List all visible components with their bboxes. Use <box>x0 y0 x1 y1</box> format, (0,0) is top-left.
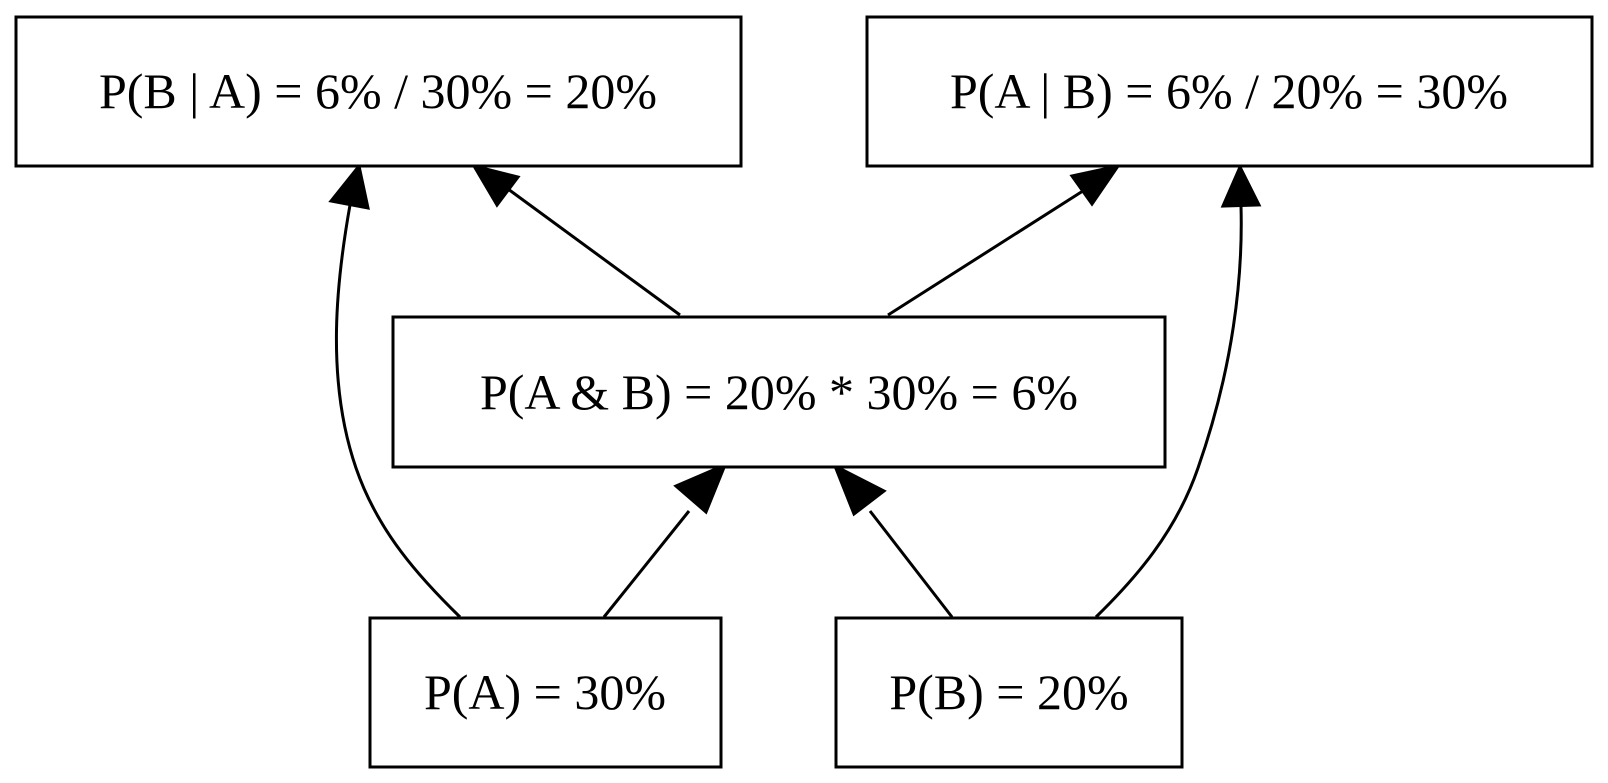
arrow-p-b-to-p-a-given-b <box>1220 163 1262 208</box>
arrow-p-a-and-b-to-p-a-given-b <box>1069 163 1122 207</box>
node-label: P(B) = 20% <box>889 664 1128 720</box>
arrow-p-a-and-b-to-p-b-given-a <box>470 163 521 208</box>
node-box <box>865 15 1594 168</box>
node-p-a-given-b: P(A | B) = 6% / 20% = 30% <box>865 15 1594 168</box>
node-p-b: P(B) = 20% <box>834 616 1184 769</box>
edge-p-a-and-b-to-p-b-given-a <box>507 187 681 317</box>
edge-p-b-to-p-a-and-b <box>868 510 954 618</box>
node-box <box>14 15 743 168</box>
node-p-a: P(A) = 30% <box>368 616 723 769</box>
edge-p-a-to-p-a-and-b <box>602 510 691 618</box>
arrow-p-a-to-p-b-given-a <box>328 162 370 210</box>
node-label: P(A | B) = 6% / 20% = 30% <box>950 63 1508 119</box>
node-label: P(A) = 30% <box>424 664 666 720</box>
edge-p-a-to-p-b-given-a <box>334 204 462 619</box>
node-p-b-given-a: P(B | A) = 6% / 30% = 20% <box>14 15 743 168</box>
edges <box>328 162 1262 619</box>
node-label: P(B | A) = 6% / 30% = 20% <box>99 63 657 119</box>
edge-p-b-to-p-a-given-b <box>1094 205 1243 619</box>
edge-p-a-and-b-to-p-a-given-b <box>887 187 1087 317</box>
node-label: P(A & B) = 20% * 30% = 6% <box>480 364 1078 420</box>
arrow-p-b-to-p-a-and-b <box>832 462 887 517</box>
node-box <box>368 616 723 769</box>
node-box <box>834 616 1184 769</box>
node-p-a-and-b: P(A & B) = 20% * 30% = 6% <box>391 315 1167 469</box>
node-box <box>391 315 1167 469</box>
arrow-p-a-to-p-a-and-b <box>673 462 728 515</box>
